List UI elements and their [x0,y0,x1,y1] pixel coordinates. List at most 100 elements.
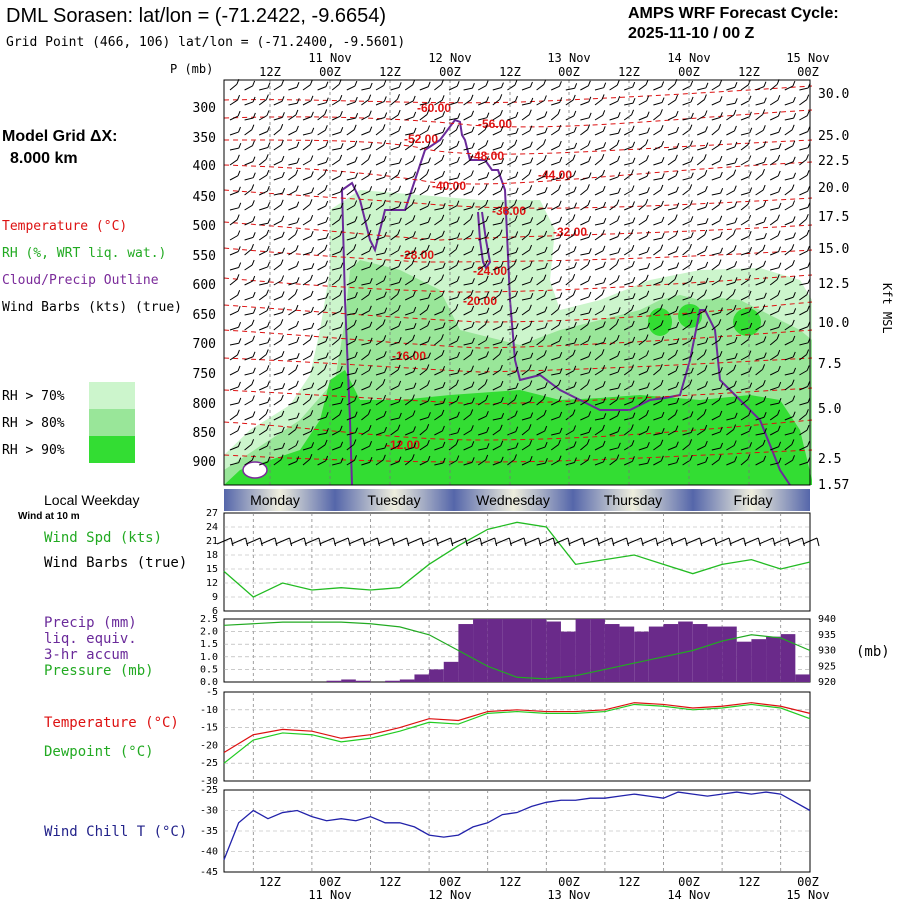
profile-wind-barb [507,307,519,316]
profile-wind-barb [229,186,241,196]
profile-wind-barb [682,156,694,166]
profile-wind-barb [653,97,665,106]
profile-wind-barb [229,214,240,226]
profile-wind-barb [550,455,562,466]
model-grid-label: Model Grid ΔX: [2,128,118,145]
profile-wind-barb [594,110,606,121]
profile-wind-barb [507,366,519,376]
profile-wind-barb [463,94,474,106]
profile-wind-barb [565,274,576,286]
temp-contour-label: -36.00 [492,204,526,218]
profile-wind-barb [258,305,270,316]
profile-wind-barb [346,96,358,106]
profile-wind-barb [594,245,606,256]
profile-wind-barb [711,410,723,421]
profile-wind-barb [390,321,402,331]
profile-wind-barb [536,290,547,301]
profile-wind-barb [711,454,722,466]
wind-barb [421,537,439,547]
profile-wind-barb [565,83,578,91]
profile-wind-barb [448,140,460,151]
pressure-tick: 935 [818,630,836,641]
profile-wind-barb [273,259,284,271]
profile-wind-barb [769,425,781,436]
wind-barb [465,537,483,547]
profile-wind-barb [550,379,562,391]
profile-wind-barb [492,364,503,376]
profile-wind-barb [784,379,795,391]
profile-wind-barb [302,247,315,256]
profile-wind-barb [580,307,592,316]
profile-wind-barb [390,353,402,361]
profile-wind-barb [434,95,445,106]
profile-wind-barb [244,367,256,376]
profile-wind-barb [580,379,590,391]
tick-label: 21 [206,536,218,547]
profile-wind-barb [638,442,650,451]
profile-wind-barb [638,79,649,91]
profile-wind-barb [346,80,358,91]
profile-wind-barb [784,367,797,376]
profile-wind-barb [653,173,665,181]
profile-wind-barb [463,126,475,136]
profile-wind-barb [565,381,577,391]
profile-wind-barb [799,170,810,181]
profile-wind-barb [332,381,344,391]
profile-wind-barb [536,322,548,331]
pressure-axis-label: Pressure (mb) [44,663,154,679]
profile-wind-barb [390,364,401,376]
profile-wind-barb [478,247,490,256]
profile-wind-barb [784,172,796,181]
pressure-tick-label: 650 [193,308,216,323]
profile-wind-barb [404,334,416,346]
profile-wind-barb [346,140,358,151]
profile-wind-barb [478,291,490,301]
profile-wind-barb [361,321,373,331]
top-hour-label: 00Z [439,65,461,79]
profile-wind-barb [244,259,255,271]
profile-wind-barb [638,306,650,316]
profile-wind-barb [448,113,461,121]
pressure-tick-label: 600 [193,278,216,293]
profile-wind-barb [390,94,400,106]
profile-wind-barb [551,216,563,226]
wind-barb [597,537,615,547]
profile-wind-barb [740,263,753,271]
profile-wind-barb [507,95,518,106]
profile-wind-barb [550,184,562,196]
profile-wind-barb [434,230,445,241]
profile-wind-barb [390,440,401,451]
profile-wind-barb [419,260,431,271]
profile-wind-barb [404,410,416,421]
wind-barb [275,537,293,547]
profile-wind-barb [609,139,620,151]
profile-wind-barb [404,79,416,91]
profile-wind-barb [229,338,242,346]
profile-wind-barb [726,98,738,106]
profile-wind-barb [609,426,621,436]
profile-wind-barb [711,215,723,226]
profile-wind-barb [317,216,329,226]
profile-wind-barb [536,111,548,121]
profile-wind-barb [711,199,722,211]
pressure-tick-label: 550 [193,249,216,264]
profile-wind-barb [258,154,269,166]
profile-wind-barb [550,244,561,256]
profile-wind-barb [492,277,504,286]
profile-wind-barb [361,186,373,196]
profile-wind-barb [594,397,607,406]
temp-contour-label: -28.00 [400,248,434,262]
profile-wind-barb [463,289,474,301]
profile-wind-barb [580,184,590,196]
height-tick-labels: 30.0 25.0 22.5 20.0 17.5 15.0 12.5 10.0 … [818,87,849,493]
bottom-hour-label: 00Z [558,875,580,889]
tick-label: 0.5 [200,664,218,675]
profile-wind-barb [477,199,489,211]
wind-chill-tick-labels: -25 -30 -35 -40 -45 [200,785,218,878]
profile-wind-barb [565,202,577,211]
height-tick-label: 12.5 [818,277,849,292]
profile-wind-barb [404,139,415,151]
profile-wind-barb [594,229,605,241]
profile-wind-barb [463,170,474,181]
